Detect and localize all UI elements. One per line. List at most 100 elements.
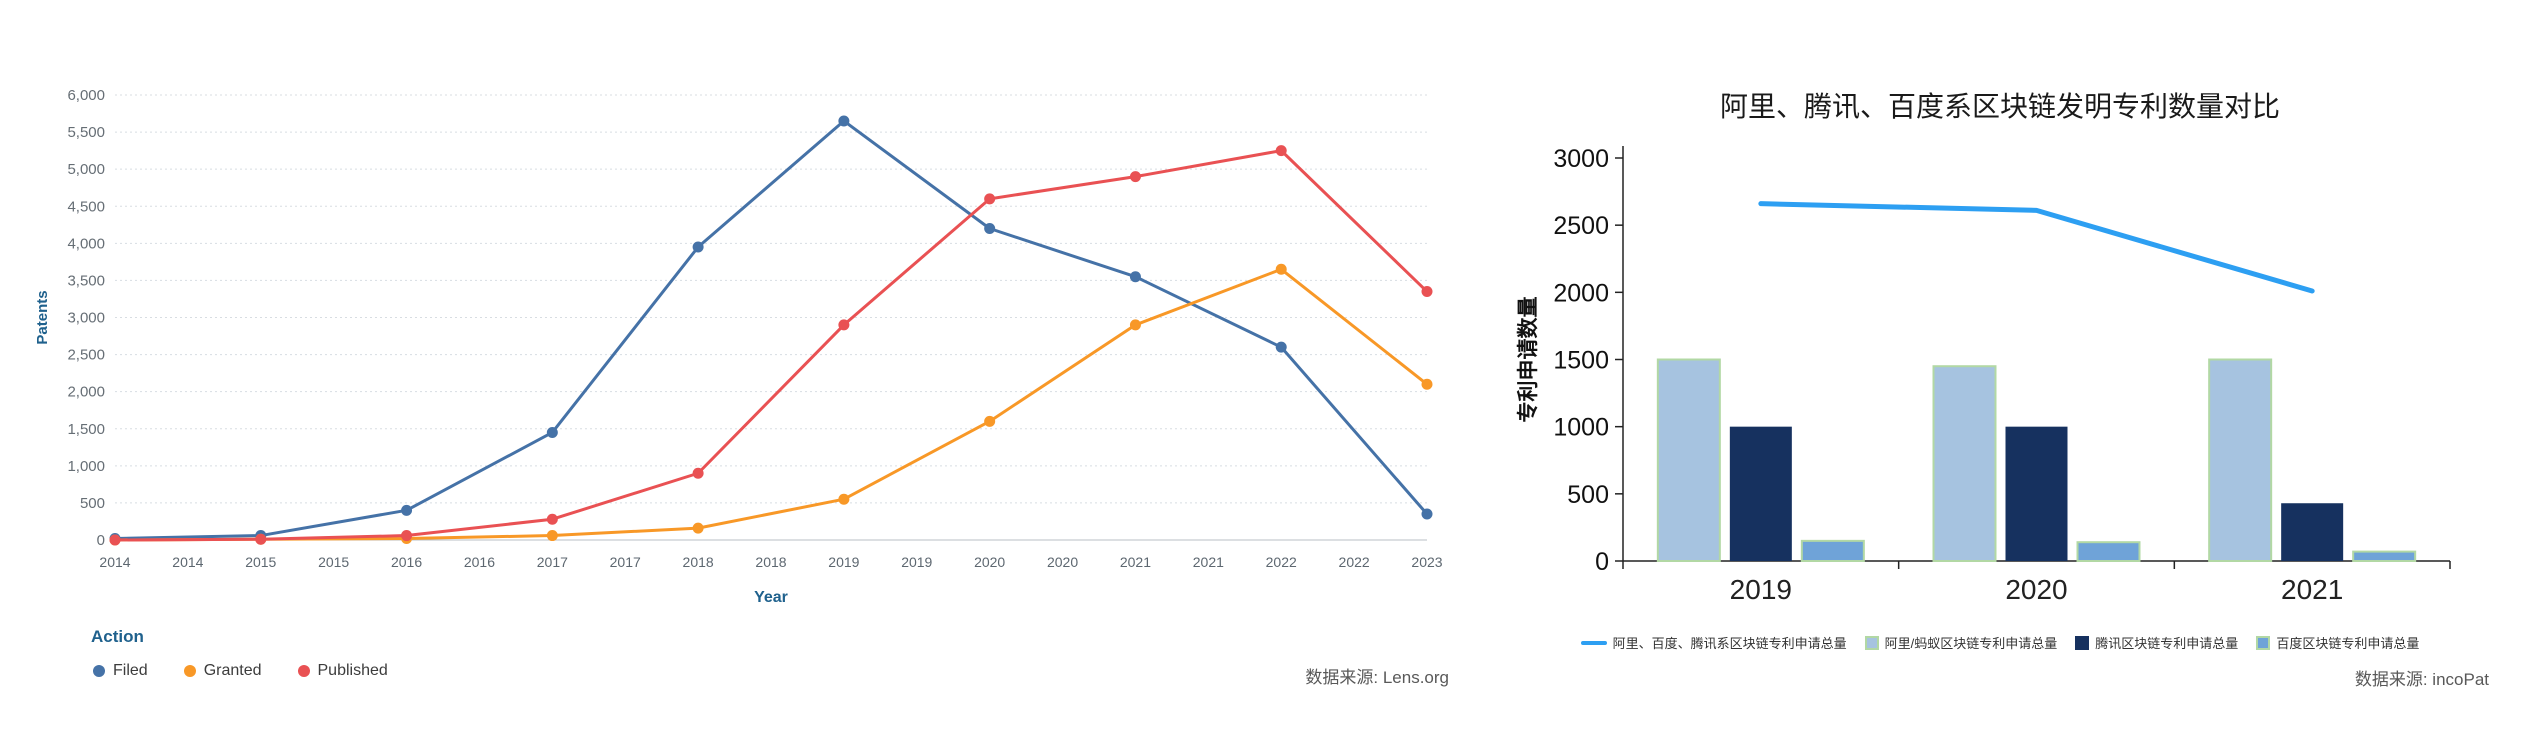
blockchain-patents-combo-chart: 0 500 1000 1500 2000 2500 3000 2019 2020 2021 专利申请…: [1516, 145, 2451, 605]
data-point-granted[interactable]: [1275, 263, 1287, 275]
legend-item-total-line[interactable]: 阿里、百度、腾讯系区块链专利申请总量: [1580, 633, 1847, 652]
y-axis-title: Patents: [34, 290, 51, 344]
bar-series-2[interactable]: [1800, 539, 1865, 563]
x-tick-label: 2021: [1120, 554, 1151, 570]
data-point-filed[interactable]: [1421, 508, 1433, 520]
x-tick-label: 2022: [1339, 554, 1370, 570]
data-point-published[interactable]: [255, 533, 267, 545]
data-point-filed[interactable]: [692, 241, 704, 253]
data-point-published[interactable]: [1129, 171, 1141, 183]
data-point-granted[interactable]: [1421, 378, 1433, 390]
y-tick-label: 3,000: [67, 310, 105, 327]
incopat-combo-chart-panel: 阿里、腾讯、百度系区块链发明专利数量对比 0 500 1000 1500 2000 250…: [1505, 85, 2495, 725]
data-point-published[interactable]: [692, 467, 704, 479]
data-point-filed[interactable]: [1129, 271, 1141, 283]
legend-item-bar-0[interactable]: 阿里/蚂蚁区块链专利申请总量: [1864, 633, 2058, 652]
legend-item-published[interactable]: Published: [297, 662, 388, 680]
x-axis-title: Year: [754, 589, 788, 606]
x-tick-label: 2017: [610, 554, 641, 570]
x-tick-label: 2020: [974, 554, 1005, 570]
lens-line-chart-panel: 0 500 1,000 1,500 2,000 2,500 3,000 3,500 4,000 4…: [25, 25, 1455, 725]
bar-series-1[interactable]: [1729, 426, 1792, 561]
data-point-filed[interactable]: [838, 115, 850, 127]
x-tick-label: 2014: [99, 554, 130, 570]
data-point-granted[interactable]: [838, 493, 850, 505]
legend-label: 阿里/蚂蚁区块链专利申请总量: [1884, 636, 2058, 651]
x-category-label: 2019: [1730, 574, 1792, 605]
y-tick-label: 5,500: [67, 124, 105, 141]
legend-item-bar-1[interactable]: 腾讯区块链专利申请总量: [2075, 633, 2238, 652]
x-tick-label: 2020: [1047, 554, 1078, 570]
legend-square-marker: [2256, 635, 2271, 650]
legend-item-bar-2[interactable]: 百度区块链专利申请总量: [2256, 633, 2419, 652]
source-attribution-lens: 数据来源: Lens.org: [1305, 668, 1449, 687]
data-point-published[interactable]: [401, 530, 413, 542]
bar-series-2[interactable]: [2352, 550, 2417, 563]
series-line-filed: [114, 119, 1429, 541]
y-tick-label: 500: [1567, 481, 1609, 509]
bar-series-1[interactable]: [2005, 426, 2068, 561]
data-point-published[interactable]: [1421, 286, 1433, 298]
total-line: [1758, 201, 2315, 294]
legend-item-filed[interactable]: Filed: [93, 662, 148, 680]
legend-label: 百度区块链专利申请总量: [2276, 636, 2420, 651]
series-line-published: [114, 149, 1429, 542]
legend-label: 腾讯区块链专利申请总量: [2095, 636, 2239, 651]
data-point-published[interactable]: [546, 513, 558, 525]
legend-label: 阿里、百度、腾讯系区块链专利申请总量: [1612, 636, 1847, 651]
y-tick-label: 4,000: [67, 235, 105, 252]
legend-label: Published: [317, 662, 388, 679]
legend-label: Granted: [203, 662, 262, 679]
series-line-granted: [114, 267, 1428, 542]
legend-square-marker: [2075, 635, 2090, 650]
x-tick-label: 2016: [464, 554, 495, 570]
y-tick-label: 3000: [1553, 145, 1609, 173]
data-point-filed[interactable]: [546, 426, 558, 438]
left-chart-legend: Action Filed Granted Published: [91, 627, 388, 680]
data-point-filed[interactable]: [1275, 341, 1287, 353]
bar-series-0[interactable]: [2208, 358, 2273, 562]
x-category-label: 2020: [2005, 574, 2067, 605]
data-point-granted[interactable]: [1129, 319, 1141, 331]
legend-line-marker: [1580, 640, 1607, 645]
x-tick-label: 2015: [318, 554, 349, 570]
x-tick-label: 2022: [1266, 554, 1297, 570]
x-tick-label: 2019: [828, 554, 859, 570]
data-point-published[interactable]: [109, 534, 121, 546]
legend-title: Action: [91, 627, 144, 646]
y-tick-label: 5,000: [67, 161, 105, 178]
y-axis-title: 专利申请数量: [1516, 297, 1540, 423]
right-chart-legend: 阿里、百度、腾讯系区块链专利申请总量 阿里/蚂蚁区块链专利申请总量 腾讯区块链专利申…: [1505, 633, 2495, 652]
legend-dot-marker: [183, 665, 196, 677]
legend-square-marker: [1864, 635, 1879, 650]
legend-label: Filed: [113, 662, 148, 679]
y-tick-label: 2000: [1553, 279, 1609, 307]
y-tick-label: 1000: [1553, 414, 1609, 442]
x-tick-label: 2019: [901, 554, 932, 570]
data-point-granted[interactable]: [984, 415, 996, 427]
bar-series-0[interactable]: [1656, 358, 1721, 562]
y-tick-label: 0: [1595, 548, 1609, 576]
bar-series-2[interactable]: [2076, 541, 2141, 562]
data-point-published[interactable]: [1275, 145, 1287, 157]
bar-series-0[interactable]: [1932, 365, 1997, 562]
x-tick-label: 2018: [755, 554, 786, 570]
legend-item-granted[interactable]: Granted: [183, 662, 262, 680]
source-attribution-incopat: 数据来源: incoPat: [2354, 670, 2489, 689]
data-point-filed[interactable]: [401, 504, 413, 516]
data-point-published[interactable]: [984, 193, 996, 205]
chart-title: 阿里、腾讯、百度系区块链发明专利数量对比: [1719, 91, 2280, 122]
data-point-published[interactable]: [838, 319, 850, 331]
y-tick-label: 1,000: [67, 458, 105, 475]
x-tick-label: 2023: [1411, 554, 1442, 570]
legend-dot-marker: [93, 665, 105, 677]
x-tick-label: 2016: [391, 554, 422, 570]
y-tick-label: 0: [97, 532, 105, 549]
y-tick-label: 2,000: [67, 384, 105, 401]
data-point-filed[interactable]: [984, 223, 996, 234]
bar-series-1[interactable]: [2281, 503, 2344, 561]
data-point-granted[interactable]: [692, 522, 704, 534]
patents-line-chart: 0 500 1,000 1,500 2,000 2,500 3,000 3,500 4,000 4…: [34, 87, 1443, 606]
data-point-granted[interactable]: [546, 530, 558, 542]
legend-items-row: Filed Granted Published: [93, 662, 388, 680]
